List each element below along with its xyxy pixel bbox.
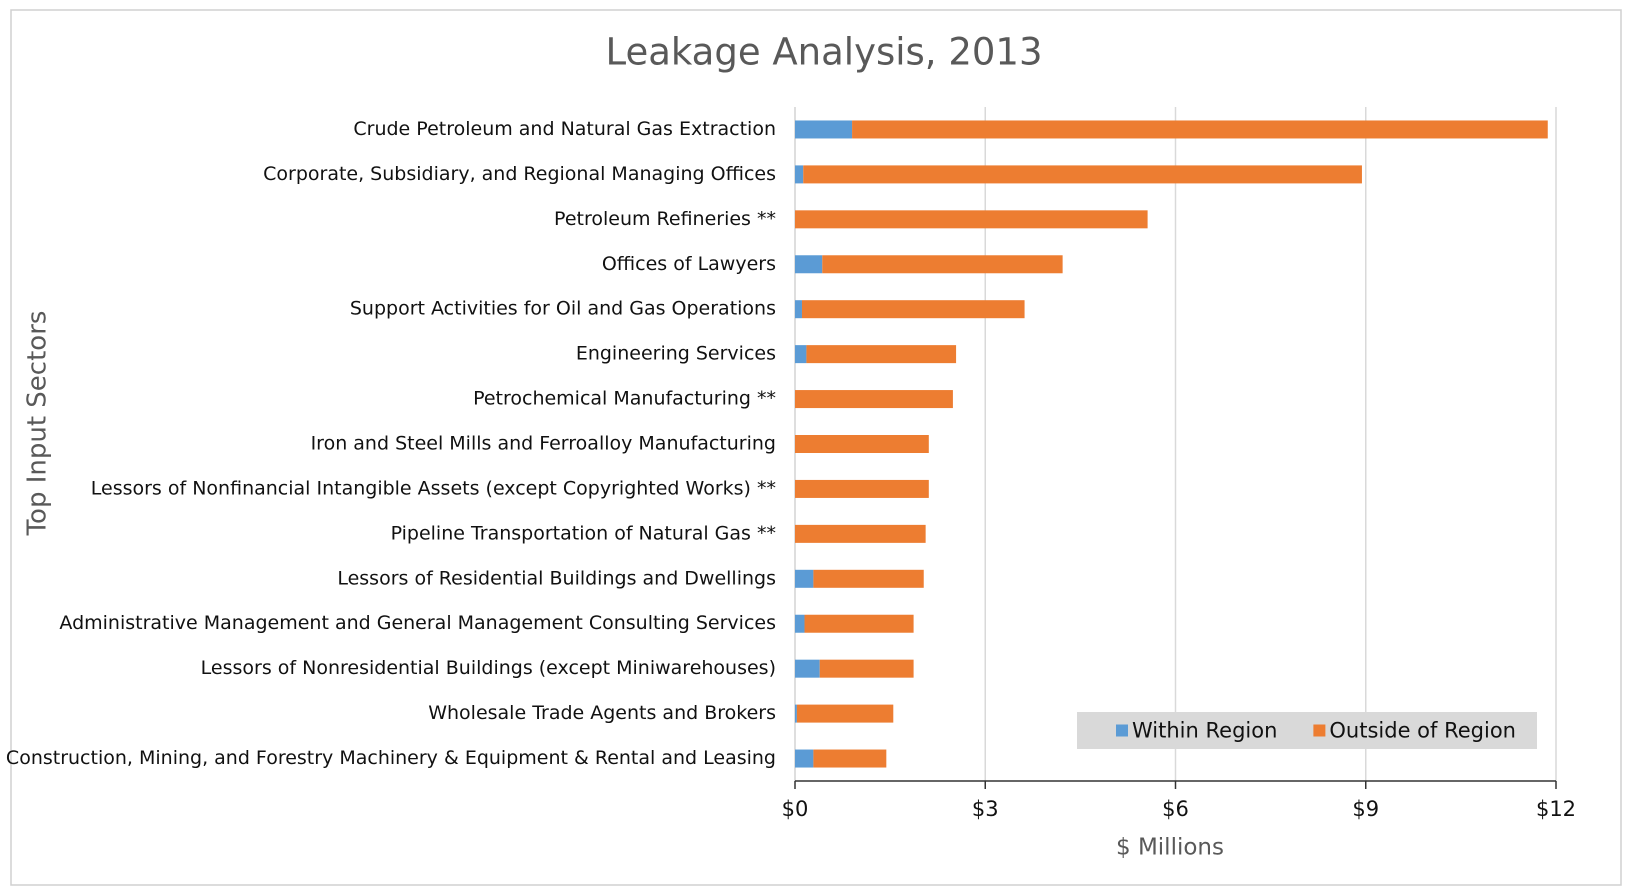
legend-label: Within Region	[1132, 719, 1277, 743]
bar-segment	[795, 659, 820, 678]
bar-segment	[801, 300, 1025, 319]
y-tick-label: Petroleum Refineries **	[554, 208, 776, 230]
y-tick-label: Lessors of Nonresidential Buildings (exc…	[201, 657, 776, 679]
y-tick-label: Pipeline Transportation of Natural Gas *…	[391, 522, 776, 544]
x-tick-label: $3	[972, 797, 999, 821]
y-tick-label: Construction, Mining, and Forestry Machi…	[6, 747, 776, 769]
bar-segment	[795, 165, 804, 184]
bar-segment	[795, 345, 807, 364]
bar-segment	[795, 614, 805, 633]
bar-segment	[804, 614, 914, 633]
y-tick-label: Wholesale Trade Agents and Brokers	[428, 702, 776, 724]
x-tick-label: $0	[782, 797, 809, 821]
bar-segment	[795, 524, 926, 543]
legend-swatch	[1313, 724, 1326, 737]
bar-segment	[796, 704, 894, 723]
legend-box	[1077, 712, 1537, 749]
y-tick-label: Lessors of Residential Buildings and Dwe…	[337, 567, 776, 589]
y-tick-label: Lessors of Nonfinancial Intangible Asset…	[91, 477, 776, 499]
bar-segment	[852, 120, 1548, 139]
y-tick-label: Engineering Services	[576, 343, 776, 365]
bar-segment	[795, 210, 1148, 229]
y-axis-label: Top Input Sectors	[23, 311, 53, 537]
y-tick-label: Administrative Management and General Ma…	[59, 612, 776, 634]
bar-segment	[795, 120, 853, 139]
y-tick-label: Iron and Steel Mills and Ferroalloy Manu…	[311, 433, 776, 455]
legend-label: Outside of Region	[1329, 719, 1516, 743]
y-tick-label: Offices of Lawyers	[602, 253, 776, 275]
bar-segment	[813, 749, 887, 768]
bar-segment	[819, 659, 914, 678]
x-axis-label: $ Millions	[1116, 835, 1224, 861]
bar-segment	[795, 435, 929, 453]
y-tick-label: Petrochemical Manufacturing **	[473, 388, 776, 410]
bar-segment	[813, 569, 924, 588]
bar-segment	[803, 165, 1362, 184]
bar-segment	[822, 255, 1063, 274]
bar-segment	[795, 704, 797, 723]
bar-segment	[795, 300, 802, 319]
bar-segment	[795, 569, 814, 588]
x-tick-label: $6	[1162, 797, 1189, 821]
x-tick-label: $9	[1352, 797, 1379, 821]
y-tick-label: Support Activities for Oil and Gas Opera…	[350, 298, 776, 320]
legend-swatch	[1116, 724, 1128, 737]
bar-segment	[806, 345, 957, 364]
bar-segment	[795, 479, 929, 498]
bar-segment	[795, 255, 823, 274]
bar-segment	[795, 390, 953, 409]
chart-title: Leakage Analysis, 2013	[606, 31, 1043, 74]
y-tick-label: Crude Petroleum and Natural Gas Extracti…	[353, 118, 776, 140]
y-tick-label: Corporate, Subsidiary, and Regional Mana…	[263, 163, 776, 185]
x-tick-label: $12	[1536, 797, 1576, 821]
bar-segment	[795, 749, 814, 768]
